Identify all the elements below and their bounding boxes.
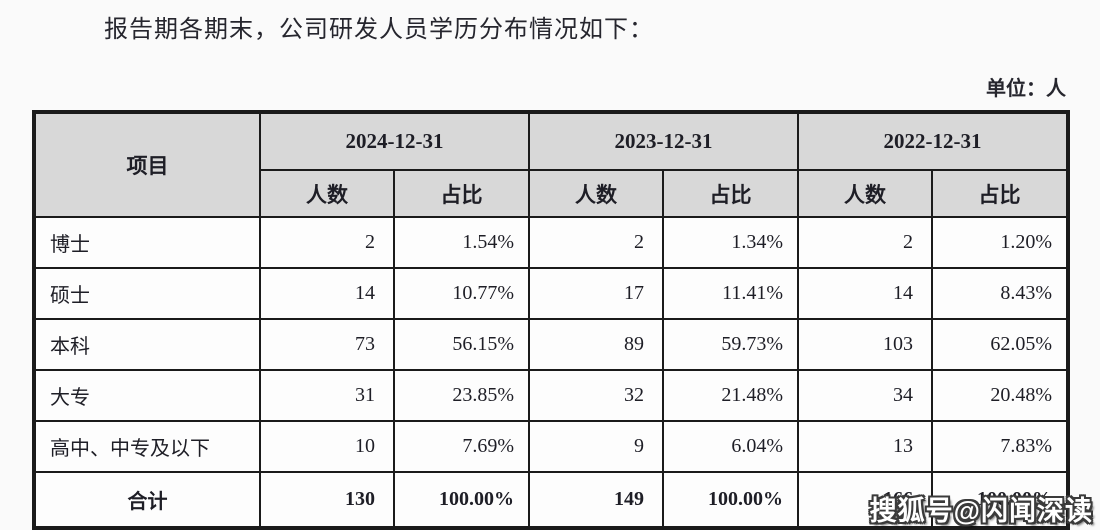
cell-percent: 59.73% [662,318,799,371]
row-label: 大专 [33,369,261,422]
column-header-period-2023: 2023-12-31 [528,111,799,171]
header-row-periods: 项目 2024-12-31 2023-12-31 2022-12-31 [33,111,1069,218]
cell-percent: 8.43% [931,267,1069,320]
cell-count: 10 [259,420,395,473]
cell-count: 2 [259,216,395,269]
table-row-bachelor: 本科 73 56.15% 89 59.73% 103 62.05% [33,318,1069,371]
cell-count: 130 [259,471,395,529]
cell-percent: 62.05% [931,318,1069,371]
document-title: 报告期各期末，公司研发人员学历分布情况如下： [104,17,654,43]
header-row-subcolumns: 人数 占比 人数 占比 人数 占比 [34,169,1069,218]
cell-count: 103 [797,318,933,371]
row-label: 硕士 [33,267,261,320]
column-header-period-2022: 2022-12-31 [797,111,1069,171]
watermark-sohu-account: 搜狐号@闪闻深读 [869,496,1093,526]
cell-percent: 1.34% [662,216,799,269]
row-label: 高中、中专及以下 [33,420,261,473]
table-row-highschool-below: 高中、中专及以下 10 7.69% 9 6.04% 13 7.83% [33,420,1069,473]
row-label: 博士 [33,216,261,269]
cell-count: 17 [528,267,664,320]
column-header-count: 人数 [528,169,664,218]
column-header-ratio: 占比 [931,169,1069,218]
total-row-label: 合计 [33,471,261,529]
cell-percent: 20.48% [931,369,1069,422]
cell-percent: 10.77% [393,267,530,320]
cell-percent: 21.48% [662,369,799,422]
cell-percent: 100.00% [931,471,1069,529]
cell-percent: 23.85% [393,369,530,422]
column-header-count: 人数 [259,169,395,218]
cell-percent: 1.20% [931,216,1069,269]
table-row-college: 大专 31 23.85% 32 21.48% 34 20.48% [33,369,1069,422]
cell-count: 9 [528,420,664,473]
cell-count: 166 [797,471,933,529]
cell-percent: 56.15% [393,318,530,371]
cell-count: 14 [259,267,395,320]
cell-percent: 7.83% [931,420,1069,473]
cell-count: 2 [797,216,933,269]
table-row-doctor: 博士 2 1.54% 2 1.34% 2 1.20% [33,216,1069,269]
column-header-ratio: 占比 [662,169,799,218]
column-header-ratio: 占比 [393,169,530,218]
cell-percent: 1.54% [393,216,530,269]
cell-count: 14 [797,267,933,320]
cell-count: 34 [797,369,933,422]
cell-percent: 100.00% [662,471,799,529]
cell-percent: 7.69% [393,420,530,473]
cell-count: 89 [528,318,664,371]
education-distribution-table: 项目 2024-12-31 2023-12-31 2022-12-31 人数 占… [32,110,1070,530]
cell-count: 73 [259,318,395,371]
cell-count: 32 [528,369,664,422]
column-header-count: 人数 [797,169,933,218]
unit-label: 单位：人 [986,78,1066,100]
table-row-total: 合计 130 100.00% 149 100.00% 166 100.00% [33,471,1069,529]
cell-percent: 6.04% [662,420,799,473]
cell-count: 149 [528,471,664,529]
column-header-item: 项目 [33,111,261,218]
column-header-period-2024: 2024-12-31 [259,111,530,171]
row-label: 本科 [33,318,261,371]
cell-count: 2 [528,216,664,269]
cell-count: 31 [259,369,395,422]
cell-percent: 11.41% [662,267,799,320]
table-row-master: 硕士 14 10.77% 17 11.41% 14 8.43% [33,267,1069,320]
cell-percent: 100.00% [393,471,530,529]
cell-count: 13 [797,420,933,473]
